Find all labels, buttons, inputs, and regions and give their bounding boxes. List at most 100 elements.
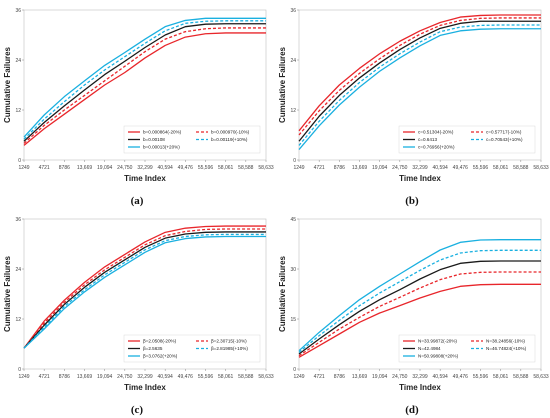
legend-label: β=2.30715(-10%) [211,339,247,344]
x-tick-label: 58,588 [238,165,254,171]
panel-label-c: (c) [130,404,144,416]
panel-label-a: (a) [130,195,144,207]
y-tick-label: 36 [15,217,21,223]
legend-item-4: c=0.70543(+10%) [471,137,523,142]
x-tick-label: 40,594 [158,165,174,171]
x-tick-label: 19,094 [372,374,388,380]
x-tick-label: 58,061 [493,374,509,380]
chart-c: 0 12 24 36 1249 4721 8786 13,669 19,094 24,750 32,… [3,217,274,392]
x-tick-label: 1249 [18,374,29,380]
chart-panel-d: 0 15 30 45 1249 4721 8786 13,669 19,094 24,750 32,… [275,209,550,418]
x-tick-label: 8786 [59,374,70,380]
legend-item-2: c=0.57717(-10%) [471,130,522,135]
x-tick-label: 58,633 [258,165,274,171]
legend-label: N=33.99872(-20%) [418,339,457,344]
legend-item-3: β=2.5635 [128,346,163,351]
series-line-1 [23,32,266,146]
x-tick-label: 24,750 [117,165,133,171]
x-tick-label: 58,633 [533,374,549,380]
chart-d: 0 15 30 45 1249 4721 8786 13,669 19,094 24,750 32,… [278,217,549,392]
series-line-1 [298,14,541,132]
y-axis-title: Cumulative Failures [3,46,12,123]
x-tick-label: 13,669 [77,374,93,380]
chart-panel-a: 0 12 24 36 1249 4721 8786 13,669 19,094 24,750 32,… [0,0,275,209]
legend-label: N=50.99808(+20%) [418,354,459,359]
x-tick-label: 40,594 [433,374,449,380]
chart-b: 0 12 24 36 1249 4721 8786 13,669 19,094 24,750 32,… [278,8,549,183]
legend-item-1: β=2.0508(-20%) [128,339,177,344]
x-tick-label: 19,094 [97,165,113,171]
series-line-1 [298,283,541,358]
y-tick-label: 24 [15,58,21,64]
x-tick-label: 40,594 [158,374,174,380]
y-tick-label: 45 [290,217,296,223]
legend-item-2: N=38.24856(-10%) [471,339,525,344]
panel-label-d: (d) [405,404,419,416]
legend: b=0.000864(-20%) b=0.000970(-10%) b=0.0010… [123,125,261,154]
y-tick-label: 36 [290,8,296,14]
series-line-5 [298,28,541,151]
y-tick-label: 12 [15,108,21,114]
series-line-4 [23,20,266,140]
series-line-3 [23,231,266,349]
x-tick-label: 32,299 [412,165,428,171]
legend-item-4: b=0.00119(+10%) [196,137,248,142]
series-line-5 [298,239,541,352]
y-axis-title: Cumulative Failures [278,255,287,332]
x-tick-label: 58,588 [513,374,529,380]
x-tick-label: 13,669 [352,374,368,380]
x-tick-label: 55,596 [473,374,489,380]
x-tick-label: 55,596 [473,165,489,171]
x-tick-label: 49,476 [453,165,469,171]
y-tick-label: 24 [15,267,21,273]
legend-label: b=0.00108 [143,137,165,142]
x-tick-label: 24,750 [392,374,408,380]
legend-label: c=0.70543(+10%) [486,137,523,142]
x-tick-label: 58,061 [493,165,509,171]
legend-item-2: b=0.000970(-10%) [196,130,250,135]
series-line-3 [298,260,541,355]
x-tick-label: 24,750 [392,165,408,171]
legend-label: N=46.74824(+10%) [486,346,527,351]
x-tick-label: 13,669 [352,165,368,171]
y-tick-label: 24 [290,58,296,64]
x-tick-label: 4721 [314,374,325,380]
x-tick-label: 19,094 [372,165,388,171]
legend-item-1: N=33.99872(-20%) [403,339,457,344]
legend-label: c=0.57717(-10%) [486,130,522,135]
x-tick-label: 49,476 [453,374,469,380]
x-tick-label: 49,476 [178,374,194,380]
series-line-1 [23,225,266,349]
x-tick-label: 13,669 [77,165,93,171]
legend-label: β=2.81985(+10%) [211,346,248,351]
legend-item-3: b=0.00108 [128,137,165,142]
legend-item-3: N=42.4984 [403,346,441,351]
x-tick-label: 32,299 [137,165,153,171]
series-line-3 [298,20,541,142]
x-tick-label: 32,299 [412,374,428,380]
x-axis-title: Time Index [399,174,441,183]
x-tick-label: 24,750 [117,374,133,380]
x-tick-label: 55,596 [198,165,214,171]
legend: c=0.51304(-20%) c=0.57717(-10%) c=0.6413 c=… [398,125,536,154]
series-line-2 [298,17,541,136]
legend-label: c=0.76956(+20%) [418,145,455,150]
legend-item-1: b=0.000864(-20%) [128,130,182,135]
y-tick-label: 36 [15,8,21,14]
series-line-5 [23,17,266,138]
y-axis-title: Cumulative Failures [3,255,12,332]
x-tick-label: 58,633 [533,165,549,171]
legend-label: β=2.5635 [143,346,163,351]
legend-label: c=0.51304(-20%) [418,130,454,135]
legend-box [123,334,261,363]
legend-item-4: β=2.81985(+10%) [196,346,248,351]
y-axis-title: Cumulative Failures [278,46,287,123]
x-tick-label: 58,588 [238,374,254,380]
series-line-2 [23,228,266,349]
legend-item-1: c=0.51304(-20%) [403,130,454,135]
legend-item-4: N=46.74824(+10%) [471,346,527,351]
x-axis-title: Time Index [399,383,441,392]
legend-label: b=0.000864(-20%) [143,130,182,135]
y-tick-label: 0 [18,367,21,373]
x-tick-label: 1249 [18,165,29,171]
